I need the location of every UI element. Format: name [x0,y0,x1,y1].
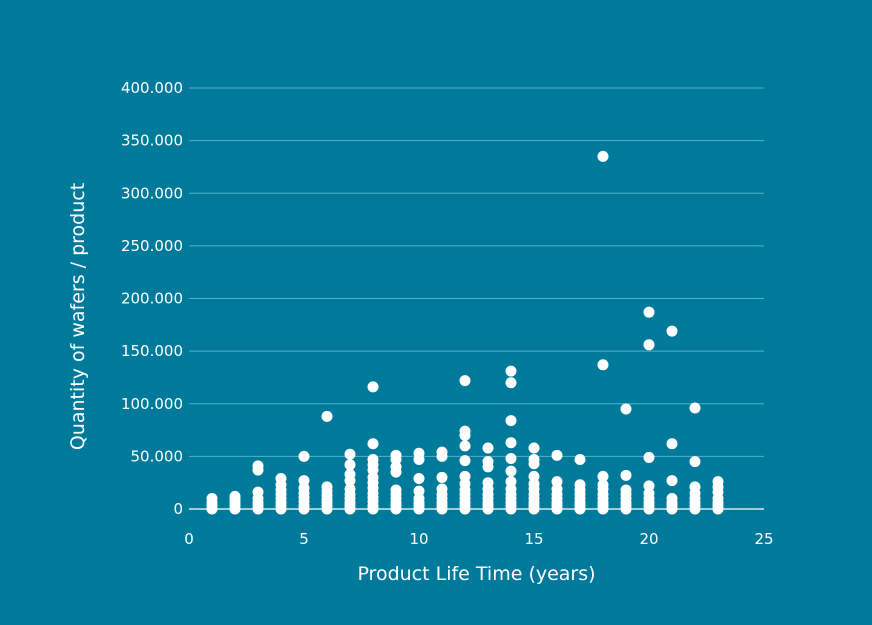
data-point [367,454,379,466]
data-point [666,475,678,487]
data-point [321,410,333,422]
data-point [206,492,218,504]
data-point [666,492,678,504]
data-point [367,438,379,450]
x-tick-labels: 0 5 10 15 20 25 [184,530,773,548]
data-point [689,456,701,468]
data-point [574,454,586,466]
data-point [344,468,356,480]
data-point [482,477,494,489]
data-point [390,484,402,496]
x-tick-label: 20 [639,530,658,548]
data-point [459,470,471,482]
data-point [436,483,448,495]
data-point [367,381,379,393]
y-tick-label: 250.000 [121,237,183,255]
data-point [528,454,540,466]
data-point [436,471,448,483]
y-tick-label: 150.000 [121,342,183,360]
data-point [505,465,517,477]
data-point [482,456,494,468]
data-points [206,150,724,515]
data-point [551,476,563,488]
data-point [505,365,517,377]
data-point [620,403,632,415]
data-point [620,469,632,481]
data-point [597,150,609,162]
y-tick-label: 0 [173,500,183,518]
y-tick-label: 200.000 [121,290,183,308]
data-point [459,440,471,452]
data-point [551,449,563,461]
data-point [413,485,425,497]
data-point [643,480,655,492]
data-point [459,425,471,437]
data-point [344,483,356,495]
data-point [505,437,517,449]
x-tick-label: 25 [754,530,773,548]
data-point [459,375,471,387]
data-point [597,359,609,371]
data-point [643,306,655,318]
data-point [252,460,264,472]
x-tick-label: 5 [299,530,309,548]
data-point [344,459,356,471]
y-tick-label: 300.000 [121,184,183,202]
data-point [643,451,655,463]
data-point [689,481,701,493]
data-point [620,484,632,496]
x-tick-label: 15 [524,530,543,548]
data-point [413,447,425,459]
data-point [275,472,287,484]
data-point [482,442,494,454]
y-tick-label: 400.000 [121,79,183,97]
data-point [229,490,241,502]
data-point [505,476,517,488]
data-point [436,446,448,458]
data-point [298,475,310,487]
y-tick-labels: 0 50.000 100.000 150.000 200.000 250.000 300.0… [121,79,183,518]
data-point [505,377,517,389]
data-point [505,415,517,427]
data-point [252,486,264,498]
data-point [643,339,655,351]
data-point [597,470,609,482]
data-point [528,442,540,454]
data-point [689,402,701,414]
x-tick-label: 10 [409,530,428,548]
data-point [298,450,310,462]
data-point [321,481,333,493]
data-point [666,438,678,450]
data-point [712,476,724,488]
data-point [505,452,517,464]
y-tick-label: 100.000 [121,395,183,413]
data-point [344,448,356,460]
x-tick-label: 0 [184,530,194,548]
data-point [574,479,586,491]
y-tick-label: 50.000 [131,447,184,465]
y-axis-title: Quantity of wafers / product [67,183,89,450]
data-point [528,470,540,482]
data-point [459,455,471,467]
data-point [597,479,609,491]
x-axis-title: Product Life Time (years) [357,563,595,585]
data-point [413,472,425,484]
data-point [666,325,678,337]
data-point [390,449,402,461]
y-tick-label: 350.000 [121,132,183,150]
gridlines [189,87,764,457]
